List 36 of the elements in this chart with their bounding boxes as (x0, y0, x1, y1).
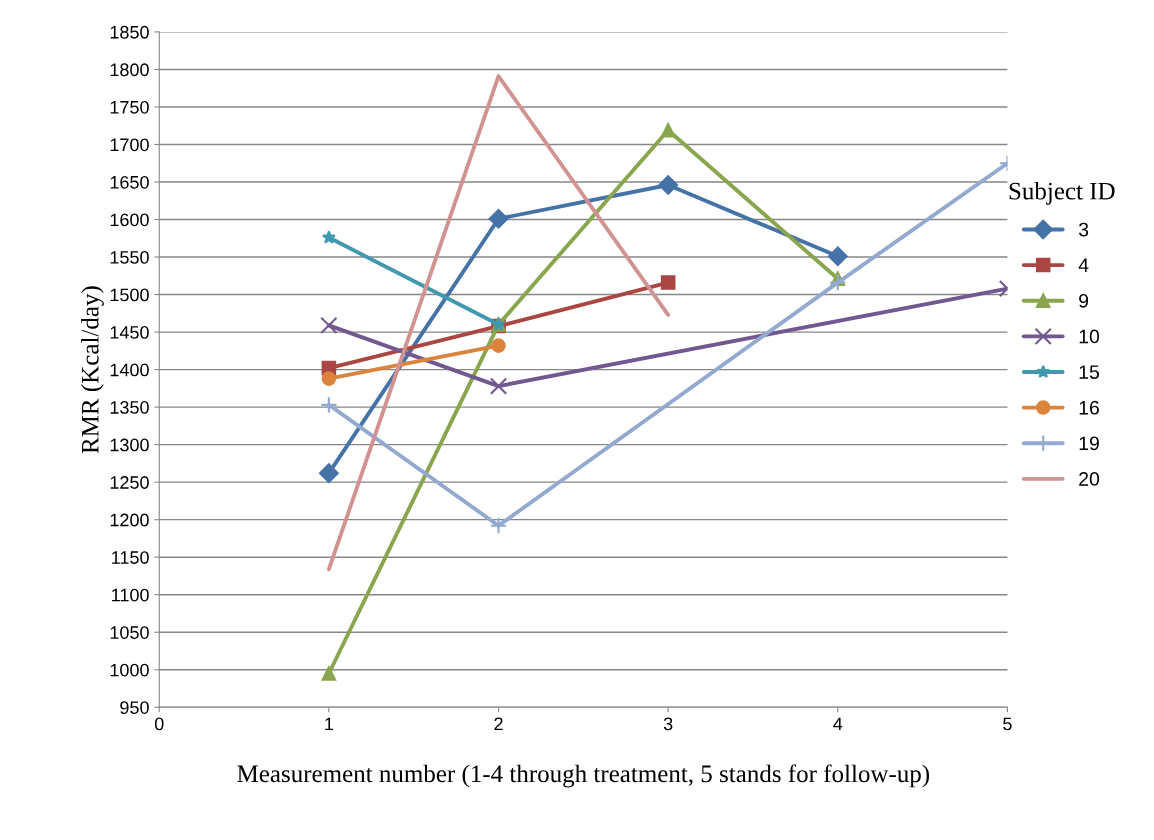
legend-title: Subject ID (1009, 181, 1115, 205)
legend-label: 15 (1079, 365, 1100, 379)
x-tick-label: 1 (325, 717, 334, 731)
legend-label: 9 (1079, 293, 1089, 308)
legend-label: 16 (1079, 400, 1099, 415)
y-tick-label: 1100 (112, 588, 149, 602)
y-tick-label: 1750 (110, 100, 149, 114)
y-tick-label: 1700 (110, 138, 149, 152)
x-tick-label: 2 (494, 717, 503, 731)
x-tick-label: 0 (154, 717, 164, 731)
y-tick-label: 1600 (110, 213, 149, 227)
x-tick-label: 5 (1003, 717, 1012, 731)
legend-label: 4 (1078, 258, 1089, 272)
x-axis-title: Measurement number (1-4 through treatment, 5 stands for follow-up) (237, 764, 930, 788)
legend-label: 3 (1078, 222, 1089, 237)
y-tick-label: 1500 (110, 288, 149, 302)
y-tick-label: 1550 (110, 250, 149, 264)
x-tick-label: 4 (833, 717, 843, 731)
y-tick-label: 1800 (110, 63, 149, 77)
y-tick-label: 1150 (112, 551, 149, 564)
y-tick-label: 1350 (110, 401, 149, 414)
y-tick-label: 1400 (110, 363, 149, 377)
y-tick-label: 1450 (110, 326, 149, 339)
y-tick-label: 1300 (110, 438, 149, 452)
y-tick-label: 1200 (110, 513, 149, 527)
legend-label: 19 (1079, 436, 1099, 451)
y-tick-label: 950 (120, 701, 149, 714)
x-tick-label: 3 (663, 717, 673, 731)
y-tick-label: 1650 (110, 175, 149, 189)
y-tick-label: 1000 (110, 663, 149, 677)
y-tick-label: 1050 (110, 626, 149, 639)
legend-label: 20 (1079, 472, 1100, 486)
y-axis-title: RMR (Kcal/day) (81, 286, 104, 454)
y-tick-label: 1250 (110, 476, 149, 489)
y-tick-label: 1850 (110, 25, 149, 39)
legend-label: 10 (1079, 329, 1100, 344)
